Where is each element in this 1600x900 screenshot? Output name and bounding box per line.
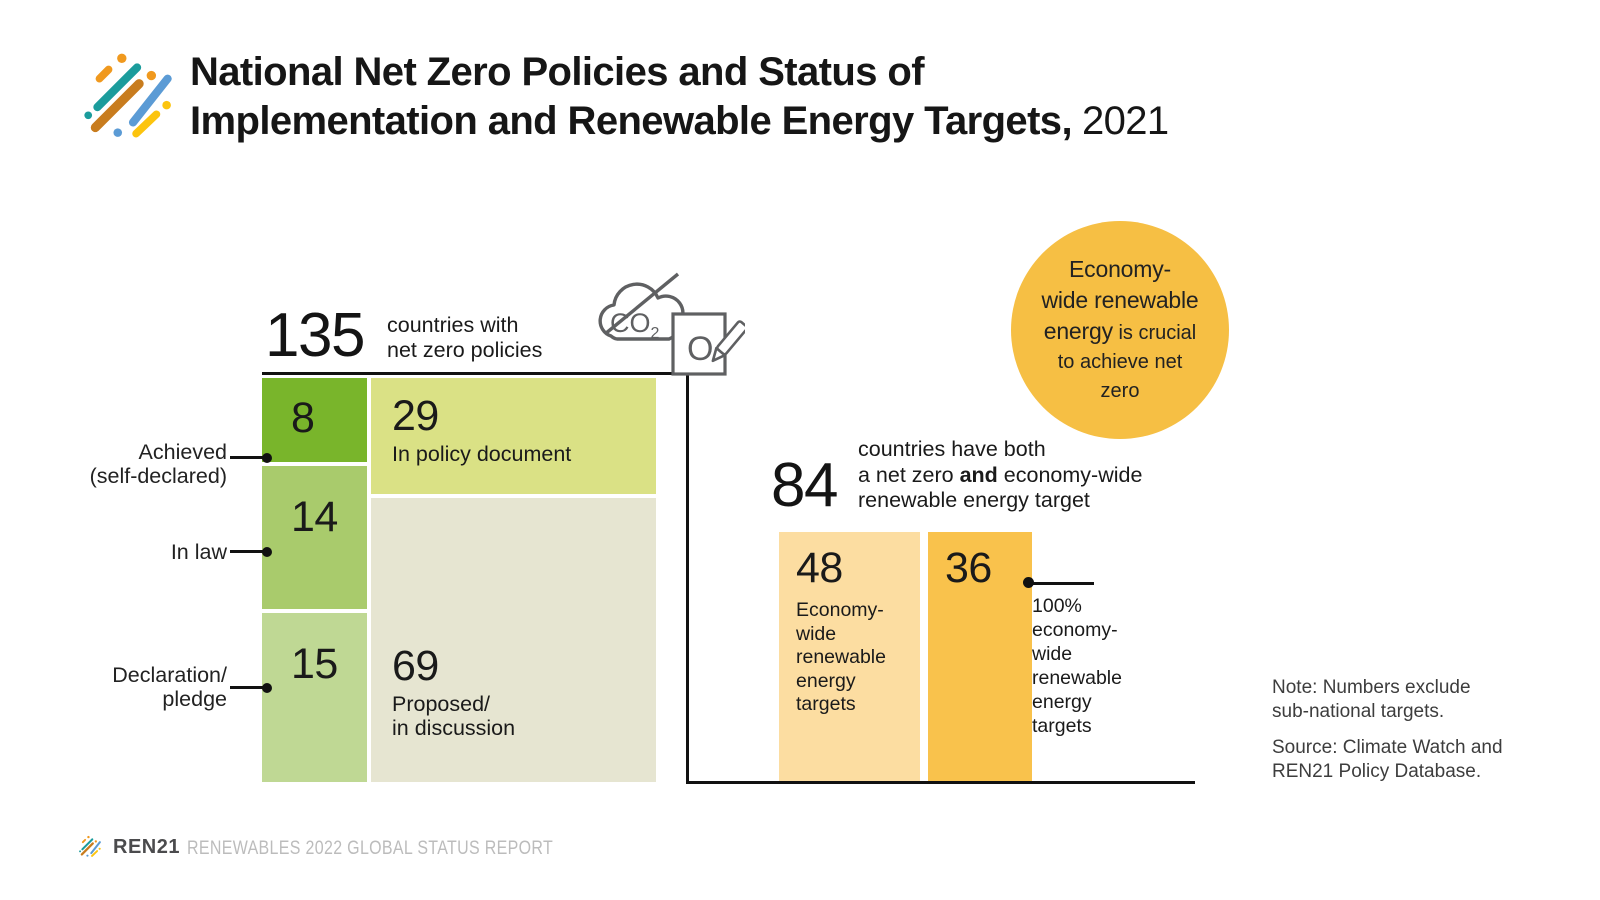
annotation-circle: Economy- wide renewable energy is crucia… xyxy=(1011,221,1229,439)
callout-declaration-dot xyxy=(262,682,272,693)
bar-100-caption: 100% economy- wide renewable energy targ… xyxy=(1032,595,1122,737)
header-rule xyxy=(262,372,689,375)
callout-achieved-label: Achieved (self-declared) xyxy=(89,440,227,488)
note-block: Note: Numbers exclude sub-national targe… xyxy=(1272,676,1517,783)
segment-value: 69 xyxy=(392,642,439,690)
footer-report-title: RENEWABLES 2022 GLOBAL STATUS REPORT xyxy=(187,837,554,859)
footer-brand: REN21 xyxy=(113,836,180,858)
segment-label: Proposed/ in discussion xyxy=(392,692,516,740)
net-zero-document-icon xyxy=(671,312,727,376)
segment-value: 29 xyxy=(392,392,439,440)
source-text: Source: Climate Watch and REN21 Policy D… xyxy=(1272,737,1503,782)
bar-100-percent: 36 xyxy=(928,532,1032,781)
callout-declaration-label: Declaration/ pledge xyxy=(112,663,227,711)
page-title: National Net Zero Policies and Status of… xyxy=(190,48,1169,146)
segment-label: In policy document xyxy=(392,442,572,466)
bar-100-callout-line xyxy=(1029,582,1094,585)
callout-in-law-dot xyxy=(262,546,272,557)
both-targets-count: 84 xyxy=(771,451,838,520)
bar-100-callout-dot xyxy=(1023,577,1034,588)
segment-value: 8 xyxy=(291,394,315,442)
pencil-icon xyxy=(711,320,745,363)
divider-rule xyxy=(686,372,689,784)
callout-in-law-label: In law xyxy=(170,540,227,564)
title-line-2: Implementation and Renewable Energy Targ… xyxy=(190,99,1169,143)
segment-policy-document: 29 In policy document xyxy=(371,378,656,494)
annotation-text: Economy- wide renewable energy is crucia… xyxy=(1041,255,1199,402)
segment-proposed: 69 Proposed/ in discussion xyxy=(371,498,656,782)
segment-value: 14 xyxy=(291,493,338,541)
ren21-logo-icon xyxy=(76,42,188,154)
net-zero-count: 135 xyxy=(265,301,365,370)
zero-text: O xyxy=(687,330,713,368)
callout-in-law-line xyxy=(230,550,267,553)
note-text: Note: Numbers exclude sub-national targe… xyxy=(1272,677,1471,722)
callout-achieved-dot xyxy=(262,452,272,463)
segment-achieved: 8 xyxy=(262,378,367,462)
callout-declaration-line xyxy=(230,686,267,689)
segment-in-law: 14 xyxy=(262,466,367,609)
segment-value: 15 xyxy=(291,640,338,688)
ren21-footer-logo-icon xyxy=(77,834,102,858)
baseline-rule xyxy=(686,781,1195,784)
bar-caption: Economy- wide renewable energy targets xyxy=(796,599,886,715)
segment-declaration: 15 xyxy=(262,613,367,782)
title-year: 2021 xyxy=(1081,99,1169,143)
bar-economy-wide: 48 Economy- wide renewable energy target… xyxy=(779,532,920,781)
callout-achieved-line xyxy=(230,456,267,459)
both-targets-label: countries have both a net zero and econo… xyxy=(858,437,1143,512)
bar-value: 48 xyxy=(796,544,843,592)
net-zero-count-label: countries with net zero policies xyxy=(387,313,543,362)
bar-value: 36 xyxy=(945,544,992,592)
title-line-1: National Net Zero Policies and Status of xyxy=(190,50,925,94)
slash-icon xyxy=(603,272,680,336)
no-co2-net-zero-icon: CO2 O xyxy=(598,272,745,376)
